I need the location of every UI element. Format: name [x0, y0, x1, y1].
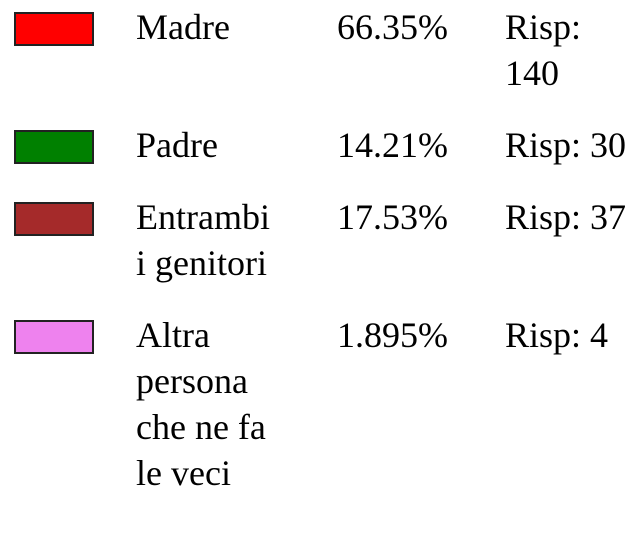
legend-row: Madre 66.35% Risp: 140 — [0, 4, 634, 122]
swatch-cell — [0, 122, 136, 194]
swatch-cell — [0, 312, 136, 522]
legend-table: Madre 66.35% Risp: 140 Padre 14.21% Risp: 30 E… — [0, 4, 634, 522]
percent: 14.21% — [337, 125, 448, 165]
label: Altra persona che ne fa le veci — [136, 315, 266, 493]
count: Risp: 4 — [505, 315, 609, 355]
count: Risp: 30 — [505, 125, 627, 165]
label-cell: Padre — [136, 122, 337, 194]
swatch-cell — [0, 4, 136, 122]
percent: 17.53% — [337, 197, 448, 237]
percent: 1.895% — [337, 315, 448, 355]
label: Entrambi i genitori — [136, 197, 270, 283]
percent: 66.35% — [337, 7, 448, 47]
color-swatch — [14, 320, 94, 354]
label-cell: Entrambi i genitori — [136, 194, 337, 312]
count: Risp: 140 — [505, 7, 582, 93]
label: Madre — [136, 7, 230, 47]
label: Padre — [136, 125, 218, 165]
label-cell: Altra persona che ne fa le veci — [136, 312, 337, 522]
count: Risp: 37 — [505, 197, 627, 237]
color-swatch — [14, 12, 94, 46]
swatch-cell — [0, 194, 136, 312]
legend-row: Altra persona che ne fa le veci 1.895% Ris… — [0, 312, 634, 522]
legend-body: Madre 66.35% Risp: 140 Padre 14.21% Risp: 30 E… — [0, 4, 634, 522]
legend-row: Entrambi i genitori 17.53% Risp: 37 — [0, 194, 634, 312]
label-cell: Madre — [136, 4, 337, 122]
legend-row: Padre 14.21% Risp: 30 — [0, 122, 634, 194]
color-swatch — [14, 130, 94, 164]
color-swatch — [14, 202, 94, 236]
